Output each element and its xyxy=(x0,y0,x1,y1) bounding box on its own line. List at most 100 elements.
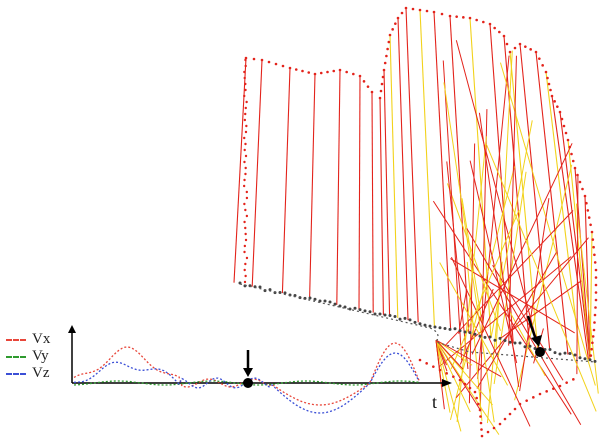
outline-point xyxy=(545,390,548,393)
outline-point xyxy=(589,223,592,227)
outline-point xyxy=(594,291,598,294)
trajectory-point xyxy=(453,327,457,331)
stroke-line xyxy=(551,95,589,359)
outline-point xyxy=(366,85,370,88)
trajectory-point xyxy=(528,344,532,348)
outline-point xyxy=(525,399,528,402)
outline-point xyxy=(492,426,496,430)
trajectory-point xyxy=(378,312,382,316)
outline-point xyxy=(594,268,598,272)
outline-point xyxy=(590,347,593,351)
outline-point xyxy=(244,154,248,158)
outline-point xyxy=(448,14,452,18)
outline-point xyxy=(592,328,596,332)
stroke-line xyxy=(450,256,531,427)
outline-point xyxy=(243,220,246,224)
outline-point xyxy=(274,62,278,66)
stroke-line xyxy=(435,339,462,432)
stroke-line xyxy=(397,17,409,321)
stroke-line xyxy=(435,339,502,378)
outline-point-group xyxy=(242,6,598,438)
vx-curve xyxy=(73,342,420,406)
outline-point xyxy=(587,216,591,219)
outline-point xyxy=(544,70,548,74)
stroke-line xyxy=(336,69,341,305)
outline-point xyxy=(593,321,596,324)
outline-point xyxy=(244,232,247,236)
stroke-line xyxy=(499,280,582,340)
stroke-line xyxy=(476,252,557,389)
time-axis-label: t xyxy=(432,392,438,412)
outline-point xyxy=(488,22,492,26)
outline-point xyxy=(294,68,298,71)
stroke-line xyxy=(456,136,487,423)
stroke-line xyxy=(442,60,463,361)
outline-point xyxy=(345,70,348,74)
outline-point xyxy=(547,82,551,86)
outline-point xyxy=(556,105,559,108)
trajectory-point xyxy=(473,332,477,336)
outline-point xyxy=(529,48,532,51)
legend-item-vx: Vx xyxy=(6,331,66,348)
outline-point xyxy=(468,386,472,390)
stroke-line xyxy=(589,231,593,361)
outline-point xyxy=(244,274,247,278)
outline-point xyxy=(396,16,400,20)
outline-point xyxy=(581,187,584,191)
trajectory-point xyxy=(488,335,492,339)
outline-point xyxy=(411,7,415,11)
legend-swatch-vx xyxy=(6,338,26,341)
outline-point xyxy=(394,22,397,25)
outline-point xyxy=(590,230,594,234)
outline-point xyxy=(432,365,435,368)
legend-item-vz: Vz xyxy=(6,365,66,382)
outline-point xyxy=(243,160,246,164)
outline-point xyxy=(358,74,362,78)
trajectory-marker-dot xyxy=(535,347,545,357)
outline-point xyxy=(260,58,264,62)
outline-point xyxy=(244,106,247,110)
outline-point xyxy=(565,381,568,384)
trajectory-point xyxy=(498,336,502,340)
stroke-line xyxy=(446,161,469,370)
outline-point xyxy=(524,45,527,48)
outline-point xyxy=(592,245,595,249)
outline-point xyxy=(243,202,246,206)
outline-point xyxy=(281,64,285,68)
outline-point xyxy=(571,159,575,163)
stroke-line xyxy=(449,15,470,334)
trajectory-point xyxy=(418,322,422,326)
outline-point xyxy=(244,130,248,134)
outline-point xyxy=(585,201,588,205)
outline-point xyxy=(445,372,448,375)
y-axis-arrowhead xyxy=(68,325,76,333)
outline-point xyxy=(245,124,248,128)
trajectory-point xyxy=(588,358,592,362)
stroke-line xyxy=(466,228,582,426)
outline-point xyxy=(594,306,597,309)
outline-point xyxy=(404,6,408,10)
outline-point xyxy=(383,61,387,65)
trajectory-point xyxy=(423,323,427,327)
outline-point xyxy=(518,402,522,406)
stroke-line xyxy=(567,139,591,361)
outline-point xyxy=(242,184,246,188)
outline-point xyxy=(493,26,496,30)
outline-point xyxy=(385,54,388,58)
stroke-line xyxy=(455,237,589,399)
outline-point xyxy=(244,226,247,230)
stroke-line xyxy=(450,258,575,334)
outline-point xyxy=(245,214,249,218)
stroke-line xyxy=(450,209,520,370)
outline-point xyxy=(570,152,573,156)
legend-label-vx: Vx xyxy=(32,331,51,347)
outline-point xyxy=(502,34,506,38)
outline-point xyxy=(288,66,292,70)
stroke-line xyxy=(383,69,391,317)
outline-point xyxy=(505,42,509,46)
outline-point xyxy=(243,76,246,80)
outline-point xyxy=(244,172,247,176)
stroke-line xyxy=(485,143,597,412)
outline-point xyxy=(425,9,429,13)
outline-point xyxy=(418,8,422,12)
